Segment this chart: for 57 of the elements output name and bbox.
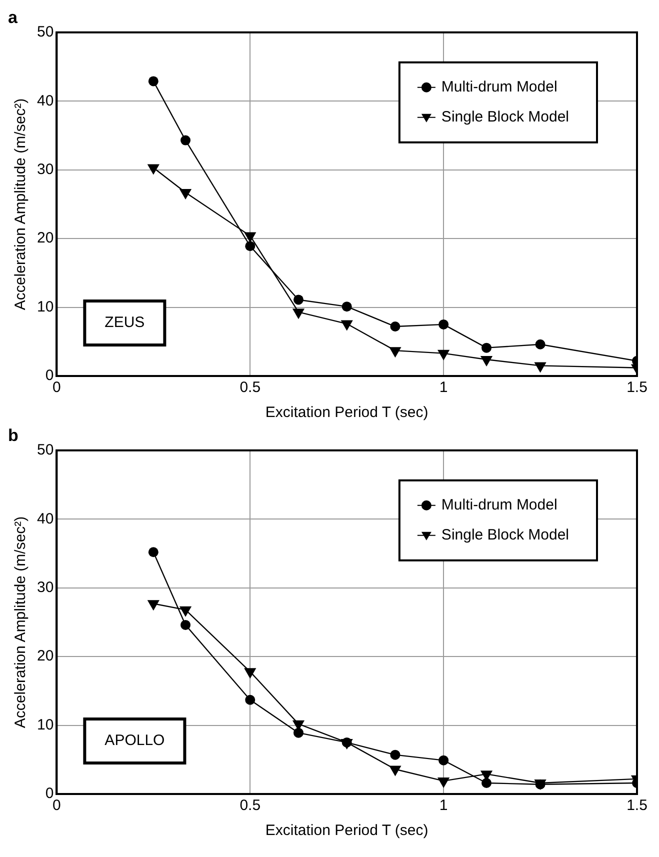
point [244, 668, 256, 679]
legend-label: Single Block Model [441, 526, 570, 544]
point [244, 232, 256, 243]
y-axis-title: Acceleration Amplitude (m/sec²) [12, 98, 30, 310]
point [179, 189, 192, 200]
point [180, 135, 191, 146]
point [438, 755, 449, 766]
point [342, 302, 352, 312]
point [147, 600, 160, 611]
point [180, 620, 191, 630]
x-tick-label: 1 [439, 379, 448, 396]
point [389, 347, 402, 358]
point [340, 320, 353, 331]
point [438, 350, 450, 360]
legend-label: Single Block Model [441, 108, 570, 126]
point [148, 76, 158, 86]
point [480, 356, 493, 367]
y-tick-label: 50 [36, 442, 54, 459]
y-tick-label: 20 [36, 648, 54, 665]
y-tick-label: 40 [36, 510, 54, 528]
annotation: APOLLO [104, 732, 165, 750]
y-axis-title: Acceleration Amplitude (m/sec²) [12, 516, 30, 728]
y-tick-label: 30 [36, 160, 54, 178]
x-tick-label: 0.5 [240, 379, 261, 396]
point [147, 164, 160, 175]
x-axis-title: Excitation Period T (sec) [265, 822, 428, 840]
y-tick-label: 40 [36, 92, 54, 110]
y-tick-label: 50 [36, 24, 54, 41]
point [245, 694, 256, 705]
x-tick-label: 1 [439, 797, 448, 814]
y-tick-label: 0 [45, 367, 54, 384]
y-tick-label: 20 [36, 230, 54, 247]
chart-title: a [8, 8, 18, 27]
x-tick-label: 1.5 [626, 797, 648, 814]
chart-title: b [8, 426, 18, 445]
x-axis-title: Excitation Period T (sec) [265, 404, 428, 422]
point [389, 766, 402, 776]
point [293, 728, 304, 738]
point [534, 362, 546, 373]
x-tick-label: 0.5 [240, 797, 261, 814]
point [245, 241, 256, 252]
point [390, 750, 400, 760]
point [148, 547, 158, 558]
point [390, 322, 400, 332]
point [438, 777, 450, 788]
point [482, 778, 492, 788]
x-tick-label: 1.5 [626, 379, 648, 396]
y-tick-label: 30 [36, 578, 54, 596]
point [292, 308, 305, 320]
annotation: ZEUS [104, 314, 145, 332]
y-tick-label: 10 [36, 716, 54, 734]
legend-label: Multi-drum Model [441, 78, 558, 96]
point [293, 294, 304, 305]
point [179, 606, 192, 617]
y-tick-label: 0 [45, 785, 54, 802]
y-tick-label: 10 [36, 298, 54, 316]
legend-label: Multi-drum Model [441, 496, 558, 514]
